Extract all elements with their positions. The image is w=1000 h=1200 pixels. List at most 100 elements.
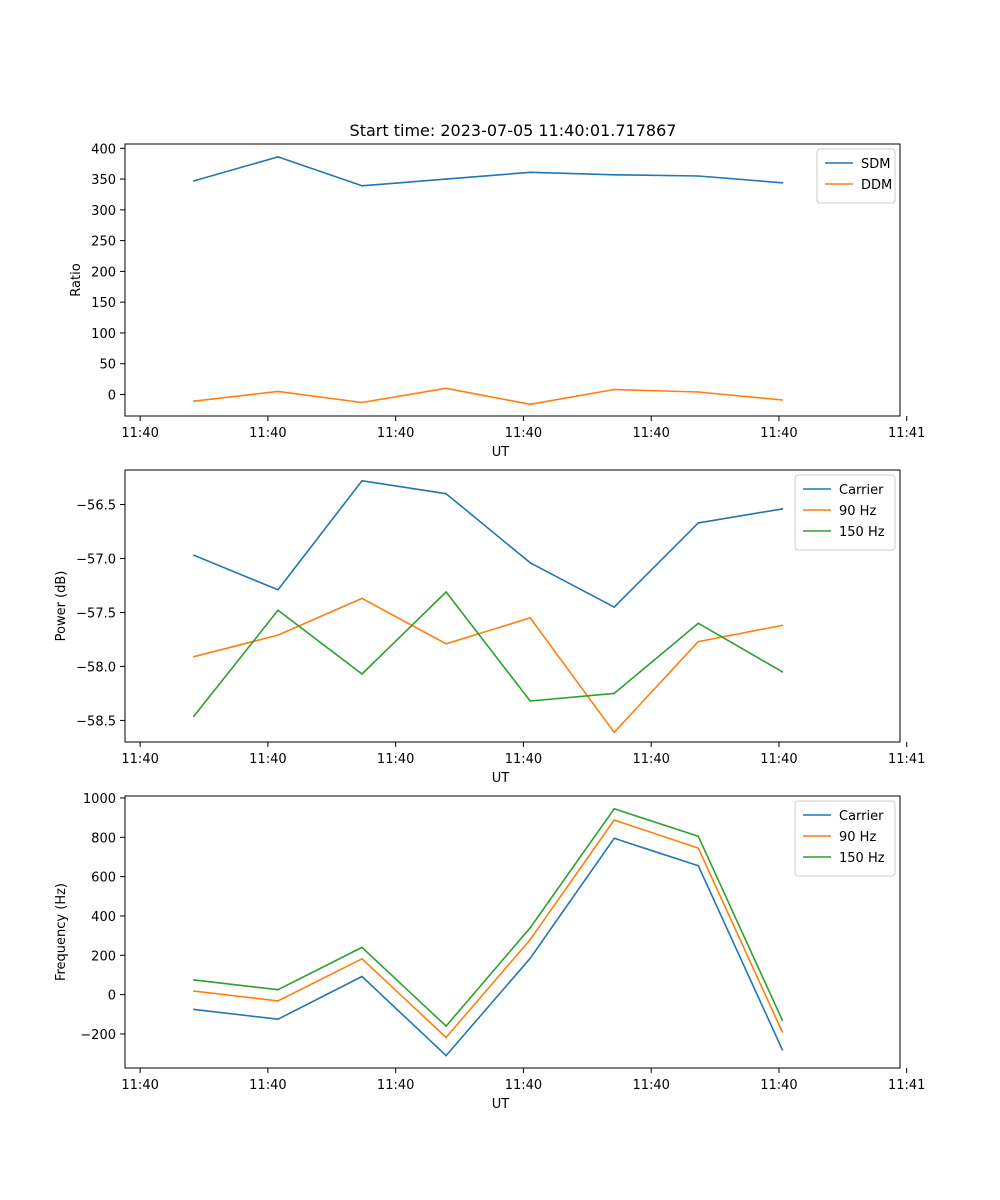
plot-1-frame	[124, 143, 901, 417]
series-line-carrier	[193, 479, 783, 608]
x-tick-label: 11:40	[632, 1078, 669, 1093]
data-point	[445, 1036, 447, 1039]
y-tick-label: −57.5	[76, 606, 116, 621]
data-point	[193, 978, 195, 981]
plot-2-frame	[124, 469, 901, 743]
y-tick-label: 400	[91, 910, 116, 925]
data-point	[529, 616, 532, 619]
x-tick-label: 11:40	[121, 1078, 158, 1093]
series-line-ddm	[193, 387, 783, 406]
x-tick-label: 11:40	[632, 426, 669, 441]
series-line-150-hz	[193, 591, 783, 717]
data-point	[361, 957, 363, 960]
data-point	[277, 588, 279, 591]
x-axis-label: UT	[492, 771, 510, 786]
data-point	[277, 1018, 279, 1021]
data-point	[193, 715, 195, 717]
data-point	[529, 171, 532, 174]
y-tick-label: 100	[91, 327, 116, 342]
data-point	[445, 492, 447, 495]
data-point	[445, 178, 447, 180]
data-point	[613, 807, 616, 810]
y-axis-label: Frequency (Hz)	[54, 883, 69, 981]
data-point	[781, 399, 784, 401]
data-point	[613, 837, 616, 840]
legend-label: 90 Hz	[839, 504, 876, 519]
data-point	[361, 975, 363, 978]
legend-label: 90 Hz	[839, 830, 876, 845]
data-point	[529, 938, 532, 941]
x-tick-label: 11:40	[760, 1078, 797, 1093]
x-axis-label: UT	[492, 1097, 510, 1112]
x-tick-label: 11:40	[760, 752, 797, 767]
data-point	[361, 946, 363, 949]
y-tick-label: 250	[91, 235, 116, 250]
series-line-150-hz	[193, 807, 784, 1027]
y-tick-label: −200	[80, 1028, 116, 1043]
y-tick-label: 0	[108, 388, 116, 403]
data-point	[445, 642, 447, 645]
plot-3-frame	[124, 795, 901, 1069]
x-tick-label: 11:40	[121, 752, 158, 767]
data-point	[277, 1000, 279, 1002]
data-point	[697, 835, 700, 838]
x-tick-label: 11:41	[888, 1078, 925, 1093]
data-point	[697, 521, 700, 524]
legend-label: SDM	[861, 157, 890, 172]
y-tick-label: −58.5	[76, 714, 116, 729]
legend-label: Carrier	[839, 483, 884, 498]
data-point	[697, 622, 700, 625]
y-tick-label: 1000	[83, 792, 116, 807]
data-point	[697, 864, 700, 867]
data-point	[277, 988, 279, 991]
figure-title: Start time: 2023-07-05 11:40:01.717867	[350, 121, 677, 140]
data-point	[697, 175, 700, 177]
data-point	[781, 670, 784, 673]
x-tick-label: 11:40	[249, 752, 286, 767]
data-point	[277, 609, 279, 612]
y-tick-label: −58.0	[76, 660, 116, 675]
y-tick-label: 300	[91, 204, 116, 219]
x-tick-label: 11:40	[249, 426, 286, 441]
legend-label: 150 Hz	[839, 851, 885, 866]
data-point	[445, 387, 447, 390]
x-tick-label: 11:40	[632, 752, 669, 767]
data-point	[697, 391, 700, 393]
data-point	[193, 554, 195, 557]
data-point	[697, 847, 700, 850]
series-line-90-hz	[193, 597, 783, 734]
y-tick-label: 600	[91, 871, 116, 886]
data-point	[361, 401, 363, 404]
data-point	[781, 624, 784, 627]
y-tick-label: 0	[108, 989, 116, 1004]
x-tick-label: 11:40	[377, 426, 414, 441]
y-tick-label: 150	[91, 296, 116, 311]
data-point	[361, 479, 363, 482]
data-point	[193, 655, 195, 658]
x-tick-label: 11:40	[760, 426, 797, 441]
y-tick-label: 400	[91, 142, 116, 157]
data-point	[445, 1054, 447, 1057]
y-axis-label: Power (dB)	[54, 571, 69, 642]
series-line-carrier	[193, 837, 784, 1057]
y-tick-label: 200	[91, 949, 116, 964]
y-tick-label: −57.0	[76, 553, 116, 568]
data-point	[781, 507, 784, 510]
x-tick-label: 11:40	[505, 752, 542, 767]
data-point	[697, 640, 700, 643]
data-point	[445, 591, 447, 593]
data-point	[277, 390, 279, 393]
legend-label: 150 Hz	[839, 525, 885, 540]
x-tick-label: 11:41	[888, 426, 925, 441]
data-point	[193, 180, 195, 182]
data-point	[529, 700, 532, 702]
data-point	[529, 957, 532, 960]
x-tick-label: 11:40	[249, 1078, 286, 1093]
data-point	[361, 673, 363, 675]
x-tick-label: 11:40	[377, 1078, 414, 1093]
data-point	[613, 388, 616, 391]
data-point	[361, 184, 363, 187]
y-tick-label: −56.5	[76, 499, 116, 514]
data-point	[613, 819, 616, 821]
